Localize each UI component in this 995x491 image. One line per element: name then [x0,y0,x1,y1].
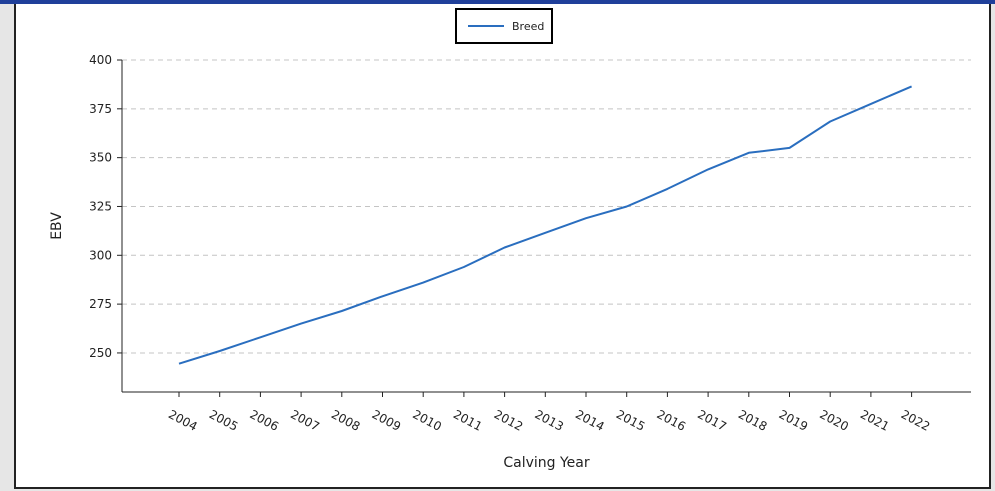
x-tick-label-2005: 2005 [207,407,241,434]
x-tick-label-2008: 2008 [329,407,363,434]
x-tick-label-2014: 2014 [573,407,607,434]
y-tick-label-275: 275 [89,297,112,311]
y-tick-label-375: 375 [89,102,112,116]
y-tick-label-250: 250 [89,346,112,360]
x-tick-label-2020: 2020 [817,407,851,434]
x-tick-label-2022: 2022 [899,407,933,434]
x-tick-label-2021: 2021 [858,407,892,434]
y-axis-title: EBV [49,212,65,240]
chart-panel: 250 275 300 325 350 375 400 2004 2005 2006 2007 20… [14,4,991,489]
x-tick-label-2009: 2009 [370,407,404,434]
series-line-breed [178,85,912,365]
x-tick-label-2018: 2018 [736,407,770,434]
x-tick-label-2011: 2011 [451,407,485,434]
x-tick-label-2013: 2013 [532,407,566,434]
y-tick-label-350: 350 [89,151,112,165]
y-tick-label-300: 300 [89,248,112,262]
y-ticks: 250 275 300 325 350 375 400 [89,53,122,360]
x-tick-label-2007: 2007 [288,407,322,434]
top-border-bar [0,0,995,4]
series-lines [178,85,912,365]
y-tick-label-325: 325 [89,199,112,213]
x-tick-label-2004: 2004 [166,407,200,434]
x-tick-label-2006: 2006 [248,407,282,434]
y-tick-label-400: 400 [89,53,112,67]
x-ticks: 2004 2005 2006 2007 2008 2009 2010 2011 2012 2013… [166,392,932,434]
x-tick-label-2015: 2015 [614,407,648,434]
x-tick-label-2016: 2016 [655,407,689,434]
axes [121,60,971,393]
x-tick-label-2017: 2017 [695,407,729,434]
grid-lines [122,59,971,354]
x-tick-label-2010: 2010 [410,407,444,434]
legend-label-breed: Breed [512,20,544,33]
legend: Breed [455,8,553,44]
x-axis-title: Calving Year [503,455,590,471]
x-tick-label-2012: 2012 [492,407,526,434]
x-tick-label-2019: 2019 [777,407,811,434]
